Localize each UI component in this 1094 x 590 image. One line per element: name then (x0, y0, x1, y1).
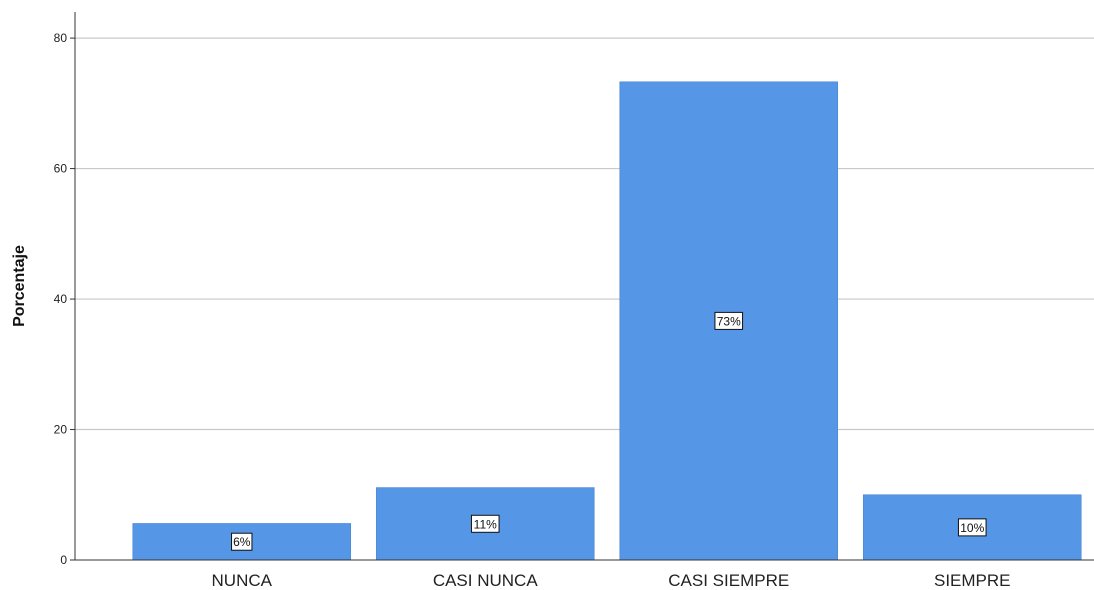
data-label: 10% (957, 518, 987, 537)
gridlines (75, 37, 1094, 431)
data-label-text: 6% (233, 535, 251, 549)
data-label-box (714, 311, 744, 330)
x-category-labels: NUNCA CASI NUNCA CASI SIEMPRE SIEMPRE (212, 571, 1011, 590)
y-tick-label: 0 (60, 553, 67, 567)
y-tick-label: 40 (54, 292, 68, 306)
data-label: 73% (714, 311, 744, 330)
data-label-box (231, 532, 253, 551)
data-label-box (470, 514, 500, 533)
x-category-label: CASI SIEMPRE (668, 571, 789, 590)
y-axis-title: Porcentaje (11, 245, 28, 327)
y-tick-label: 80 (54, 31, 68, 45)
y-tick-label: 60 (54, 162, 68, 176)
x-category-label: SIEMPRE (934, 571, 1011, 590)
bars (132, 81, 1082, 561)
data-label-text: 11% (474, 517, 497, 531)
y-ticks: 0 20 40 60 80 (54, 31, 75, 567)
data-label: 6% (231, 532, 253, 551)
data-label: 11% (470, 514, 500, 533)
data-label-text: 10% (960, 521, 984, 535)
axes (74, 12, 1094, 561)
data-label-box (957, 518, 987, 537)
data-label-text: 73% (717, 314, 741, 328)
data-labels: 6% 11% 73% 10% (231, 311, 987, 551)
x-category-label: CASI NUNCA (433, 571, 539, 590)
y-tick-label: 20 (54, 423, 68, 437)
x-category-label: NUNCA (212, 571, 273, 590)
